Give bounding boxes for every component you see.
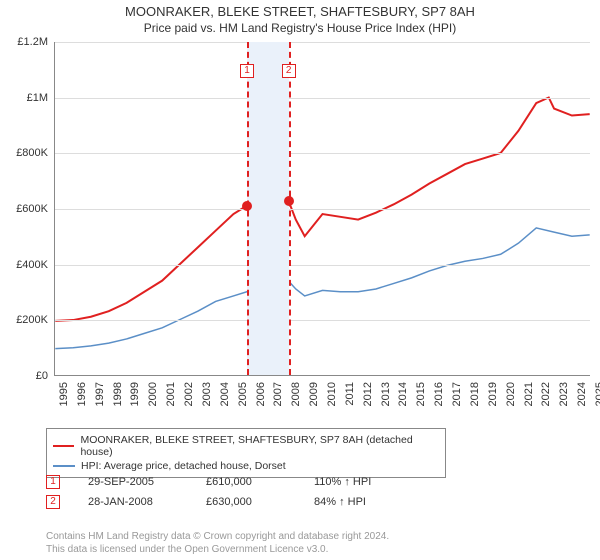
y-tick-label: £200K (16, 314, 48, 326)
sale-price: £610,000 (206, 476, 286, 488)
legend-swatch (53, 465, 75, 467)
legend-item: MOONRAKER, BLEKE STREET, SHAFTESBURY, SP… (53, 433, 439, 459)
gridline (55, 320, 590, 321)
sale-index-box: 2 (46, 495, 60, 509)
plot-area: 12 (54, 42, 590, 376)
x-tick-label: 2025 (594, 382, 600, 406)
x-tick-label: 2005 (237, 382, 249, 406)
x-tick-label: 2004 (219, 382, 231, 406)
gridline (55, 265, 590, 266)
x-tick-label: 2001 (165, 382, 177, 406)
x-tick-label: 2016 (433, 382, 445, 406)
x-tick-label: 2006 (255, 382, 267, 406)
x-tick-label: 2010 (326, 382, 338, 406)
footer-line-2: This data is licensed under the Open Gov… (46, 543, 389, 556)
sale-marker (284, 196, 294, 206)
x-tick-label: 1998 (112, 382, 124, 406)
legend: MOONRAKER, BLEKE STREET, SHAFTESBURY, SP… (46, 428, 446, 478)
x-tick-label: 2011 (344, 382, 356, 406)
x-tick-label: 2020 (505, 382, 517, 406)
x-tick-label: 2009 (308, 382, 320, 406)
sale-price: £630,000 (206, 496, 286, 508)
x-tick-label: 2014 (397, 382, 409, 406)
sale-date: 29-SEP-2005 (88, 476, 178, 488)
x-tick-label: 2024 (576, 382, 588, 406)
footer-line-1: Contains HM Land Registry data © Crown c… (46, 530, 389, 543)
y-tick-label: £1.2M (17, 36, 48, 48)
x-tick-label: 2013 (380, 382, 392, 406)
legend-swatch (53, 445, 74, 447)
gridline (55, 98, 590, 99)
series-line (55, 228, 589, 349)
x-tick-label: 2018 (469, 382, 481, 406)
sale-pct: 84% ↑ HPI (314, 496, 404, 508)
sale-row: 1 29-SEP-2005 £610,000 110% ↑ HPI (46, 472, 566, 492)
sale-date: 28-JAN-2008 (88, 496, 178, 508)
legend-item: HPI: Average price, detached house, Dors… (53, 459, 439, 473)
sales-table: 1 29-SEP-2005 £610,000 110% ↑ HPI 2 28-JAN-20… (46, 472, 566, 512)
x-axis-labels: 1995199619971998199920002001200220032004… (54, 380, 590, 402)
x-tick-label: 2003 (201, 382, 213, 406)
chart-area: £0£200K£400K£600K£800K£1M£1.2M 12 199519… (8, 42, 592, 402)
chart-container: MOONRAKER, BLEKE STREET, SHAFTESBURY, SP… (0, 0, 600, 560)
y-tick-label: £800K (16, 147, 48, 159)
x-tick-label: 1996 (76, 382, 88, 406)
x-tick-label: 2015 (415, 382, 427, 406)
event-band (247, 42, 289, 375)
chart-title: MOONRAKER, BLEKE STREET, SHAFTESBURY, SP… (0, 0, 600, 19)
event-index-box: 1 (240, 64, 254, 78)
x-tick-label: 1999 (129, 382, 141, 406)
x-tick-label: 1995 (58, 382, 70, 406)
legend-label: MOONRAKER, BLEKE STREET, SHAFTESBURY, SP… (80, 434, 439, 458)
y-tick-label: £0 (36, 370, 48, 382)
x-tick-label: 2022 (540, 382, 552, 406)
x-tick-label: 2017 (451, 382, 463, 406)
sale-index-box: 1 (46, 475, 60, 489)
x-tick-label: 2007 (272, 382, 284, 406)
sale-marker (242, 201, 252, 211)
y-axis-labels: £0£200K£400K£600K£800K£1M£1.2M (8, 42, 52, 402)
x-tick-label: 1997 (94, 382, 106, 406)
gridline (55, 42, 590, 43)
legend-label: HPI: Average price, detached house, Dors… (81, 460, 286, 472)
sale-pct: 110% ↑ HPI (314, 476, 404, 488)
footer-attribution: Contains HM Land Registry data © Crown c… (46, 530, 389, 556)
x-tick-label: 2012 (362, 382, 374, 406)
gridline (55, 153, 590, 154)
x-tick-label: 2008 (290, 382, 302, 406)
x-tick-label: 2021 (523, 382, 535, 406)
event-index-box: 2 (282, 64, 296, 78)
x-tick-label: 2002 (183, 382, 195, 406)
x-tick-label: 2000 (147, 382, 159, 406)
gridline (55, 209, 590, 210)
x-tick-label: 2023 (558, 382, 570, 406)
y-tick-label: £600K (16, 203, 48, 215)
y-tick-label: £400K (16, 259, 48, 271)
chart-subtitle: Price paid vs. HM Land Registry's House … (0, 19, 600, 35)
event-line (289, 42, 291, 375)
y-tick-label: £1M (27, 92, 48, 104)
sale-row: 2 28-JAN-2008 £630,000 84% ↑ HPI (46, 492, 566, 512)
x-tick-label: 2019 (487, 382, 499, 406)
